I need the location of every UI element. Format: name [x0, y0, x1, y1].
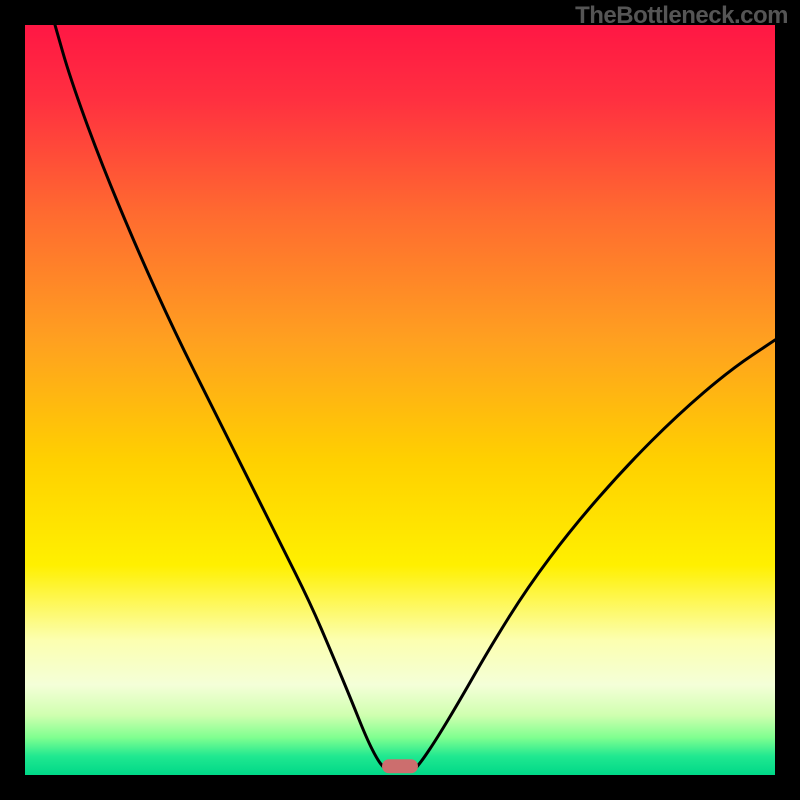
curve-layer — [25, 25, 775, 775]
optimum-marker — [382, 759, 418, 773]
watermark-text: TheBottleneck.com — [575, 2, 788, 30]
curve-left-branch — [55, 25, 385, 769]
plot-area — [25, 25, 775, 775]
curve-right-branch — [415, 340, 775, 769]
chart-frame — [0, 0, 800, 800]
